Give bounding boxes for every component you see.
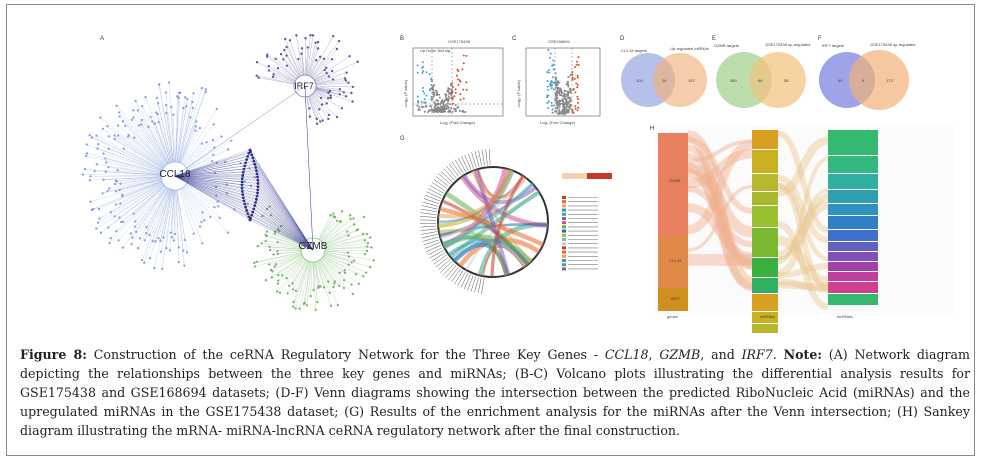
figure-caption: Figure 8: Construction of the ceRNA Regu… — [20, 345, 970, 440]
hub-label-gzmb: GZMB — [299, 241, 328, 252]
volcano-b-xlabel: Log₂ (Fold Change) — [440, 120, 476, 125]
sankey-gene-ccl18: CCL18 — [669, 258, 682, 263]
panel-label-c: C — [512, 36, 517, 42]
venn-e-right-count: 58 — [784, 78, 789, 83]
hub-label-ccl18: CCL18 — [159, 169, 191, 180]
venn-f-right-label: GSE175438 up-regulated — [870, 42, 915, 47]
panel-label-e: E — [712, 36, 716, 42]
gene-irf7: IRF7 — [741, 347, 773, 362]
venn-f-left-label: IRF7 targets — [822, 43, 844, 48]
sankey-gene-irf7: IRF7 — [671, 296, 680, 301]
venn-e-right-label: GSE175438 up-regulated — [765, 42, 810, 47]
note-label: Note: — [783, 347, 822, 362]
caption-text-1: Construction of the ceRNA Regulatory Net… — [86, 347, 605, 362]
caption-text-2: . — [772, 347, 784, 362]
panel-label-f: F — [818, 36, 822, 42]
venn-e-left-count: 389 — [730, 78, 737, 83]
volcano-plot-b: GSE175438 Up Down Not sig. Log₂ (Fold Ch… — [403, 39, 504, 125]
venn-d-left-count: 109 — [636, 78, 643, 83]
figure-label: Figure 8: — [20, 347, 87, 362]
enrichment-chord-diagram — [420, 149, 612, 295]
caption-sep-1: , — [648, 347, 660, 362]
panel-label-a: A — [100, 36, 104, 42]
gene-ccl18: CCL18 — [604, 347, 649, 362]
panel-label-d: D — [620, 36, 625, 42]
venn-f-overlap-count: 9 — [862, 78, 865, 83]
hub-label-irf7: IRF7 — [294, 81, 314, 91]
caption-text-3: (A) Network diagram depicting the relati… — [20, 347, 970, 438]
network-diagram — [81, 34, 375, 311]
venn-e-overlap-count: 66 — [758, 78, 763, 83]
sankey-axis-lncrnas: lncRNAs — [837, 314, 853, 319]
volcano-b-legend: Up Down Not sig. — [420, 48, 451, 53]
panel-label-h: H — [650, 126, 654, 132]
sankey-gene-gzmb: GZMB — [669, 178, 681, 183]
venn-diagram-d: CCL18 targets Up-regulated miRNAs 109 26… — [621, 46, 709, 107]
gene-gzmb: GZMB — [659, 347, 701, 362]
venn-d-right-count: 157 — [688, 78, 695, 83]
panel-label-b: B — [400, 36, 404, 42]
volcano-c-xlabel: Log₂ (Fold Change) — [540, 120, 576, 125]
venn-diagram-f: IRF7 targets GSE175438 up-regulated 60 9… — [819, 42, 915, 110]
caption-sep-2: , and — [700, 347, 742, 362]
volcano-plot-c: GSE168694 Log₂ (Fold Change) -Log₁₀ (P v… — [516, 39, 601, 125]
volcano-c-title: GSE168694 — [548, 39, 571, 44]
volcano-b-ylabel: -Log₁₀ (P value) — [403, 79, 408, 108]
venn-f-left-count: 60 — [838, 78, 843, 83]
sankey-axis-mirnas: miRNAs — [760, 314, 775, 319]
sankey-diagram — [655, 125, 955, 333]
venn-d-left-label: CCL18 targets — [621, 48, 647, 53]
volcano-c-ylabel: -Log₁₀ (P value) — [516, 79, 521, 108]
volcano-b-title: GSE175438 — [448, 39, 471, 44]
venn-d-overlap-count: 26 — [662, 78, 667, 83]
panel-label-g: G — [400, 136, 405, 142]
venn-d-right-label: Up-regulated miRNAs — [670, 46, 709, 51]
venn-f-right-count: 173 — [886, 78, 893, 83]
venn-diagram-e: GZMB targets GSE175438 up-regulated 389 … — [714, 42, 810, 108]
venn-e-left-label: GZMB targets — [714, 43, 739, 48]
sankey-axis-genes: genes — [667, 314, 678, 319]
